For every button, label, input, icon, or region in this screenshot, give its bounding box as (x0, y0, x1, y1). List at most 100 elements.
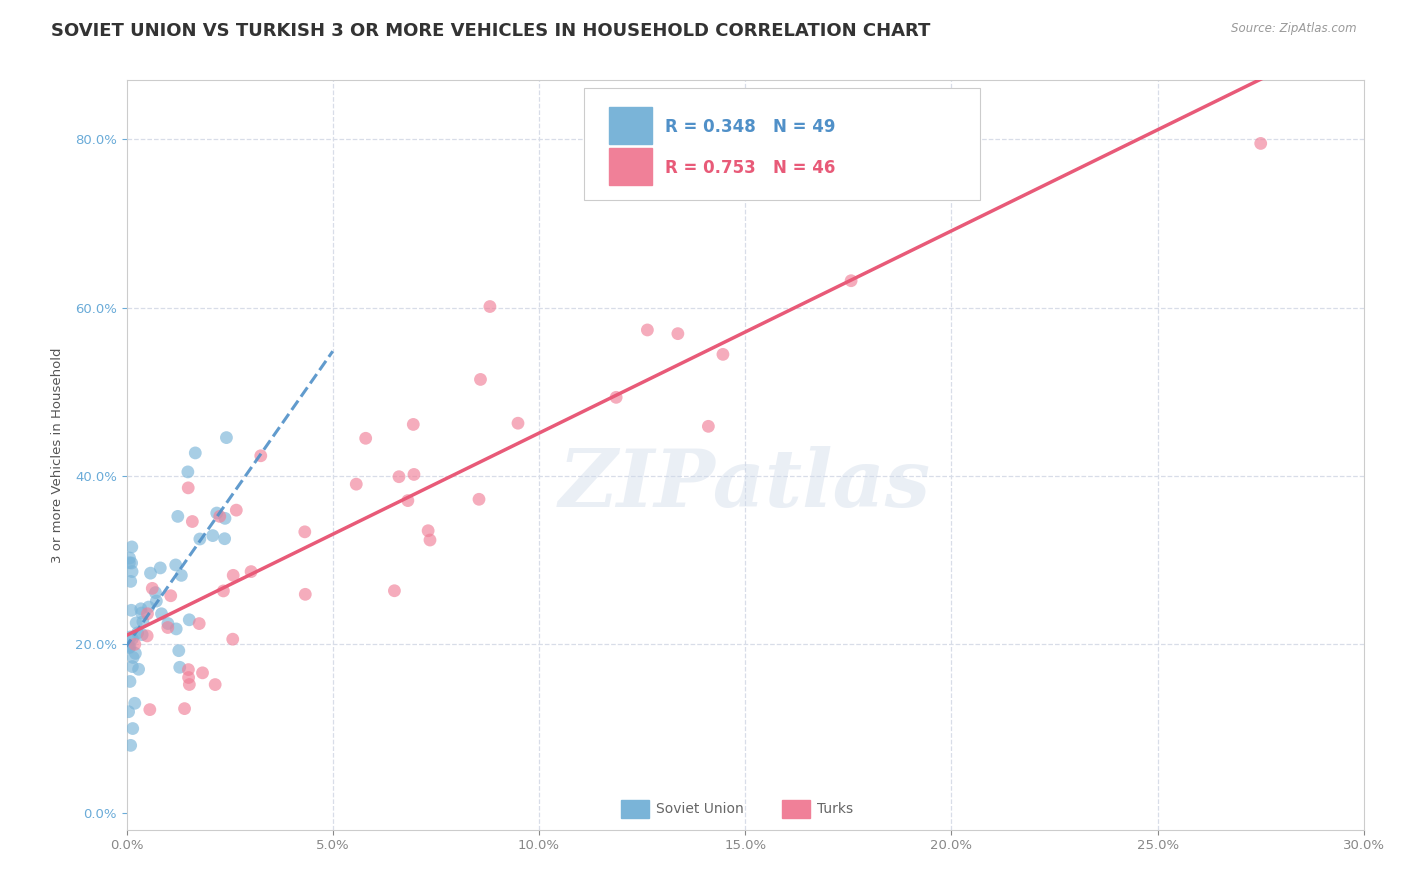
Point (124, 696, 146, 710)
Point (396, 493, 419, 508)
Point (839, 274, 862, 288)
Text: SOVIET UNION VS TURKISH 3 OR MORE VEHICLES IN HOUSEHOLD CORRELATION CHART: SOVIET UNION VS TURKISH 3 OR MORE VEHICL… (51, 22, 929, 40)
Point (402, 417, 425, 432)
Point (388, 469, 411, 483)
Point (179, 613, 201, 627)
Point (118, 674, 141, 689)
Point (711, 347, 734, 361)
Point (118, 640, 141, 655)
Point (149, 561, 172, 575)
Point (121, 632, 143, 646)
Point (419, 533, 441, 547)
Bar (782, 799, 810, 818)
Text: Turks: Turks (817, 802, 853, 816)
Point (205, 506, 228, 520)
Point (506, 416, 529, 430)
Point (156, 616, 179, 631)
Point (120, 574, 142, 589)
Point (118, 551, 141, 566)
Point (150, 607, 173, 621)
Point (131, 606, 153, 620)
Point (141, 582, 163, 596)
Point (121, 659, 143, 673)
Point (1250, 136, 1272, 151)
Point (204, 677, 226, 691)
Point (181, 515, 204, 529)
Point (177, 671, 200, 685)
Point (117, 639, 139, 653)
Point (188, 616, 211, 631)
Point (124, 646, 146, 660)
Point (125, 615, 148, 630)
Point (249, 449, 271, 463)
Point (240, 565, 263, 579)
Text: R = 0.753   N = 46: R = 0.753 N = 46 (665, 159, 835, 177)
Point (117, 705, 139, 719)
Point (208, 509, 231, 524)
Point (127, 625, 149, 640)
Point (478, 300, 501, 314)
Text: R = 0.348   N = 49: R = 0.348 N = 49 (665, 118, 835, 136)
Point (294, 524, 316, 539)
Point (120, 630, 142, 644)
Point (138, 600, 160, 615)
Point (177, 465, 200, 479)
Point (188, 532, 211, 546)
Point (167, 643, 190, 657)
Point (121, 565, 143, 579)
Point (418, 524, 440, 538)
Point (139, 703, 162, 717)
Text: Soviet Union: Soviet Union (657, 802, 744, 816)
Point (468, 492, 491, 507)
Text: ZIPatlas: ZIPatlas (560, 446, 931, 524)
Y-axis label: 3 or more Vehicles in Household: 3 or more Vehicles in Household (51, 347, 63, 563)
Point (118, 556, 141, 570)
Point (470, 372, 492, 386)
Point (225, 503, 247, 517)
Point (666, 326, 689, 341)
Point (177, 481, 200, 495)
Point (173, 701, 195, 715)
Point (201, 528, 224, 542)
Bar (609, 148, 652, 186)
Point (214, 511, 236, 525)
Point (129, 602, 152, 616)
Point (120, 603, 142, 617)
Point (136, 629, 159, 643)
Text: Source: ZipAtlas.com: Source: ZipAtlas.com (1232, 22, 1357, 36)
Point (177, 663, 200, 677)
Point (179, 677, 201, 691)
Point (165, 558, 187, 572)
Point (697, 419, 720, 434)
Point (145, 585, 167, 599)
Point (118, 640, 141, 654)
Bar (621, 799, 648, 818)
Point (132, 615, 155, 629)
FancyBboxPatch shape (585, 87, 980, 200)
Point (120, 739, 142, 753)
Point (124, 637, 146, 651)
Bar (609, 106, 652, 144)
Point (165, 622, 187, 636)
Point (212, 583, 235, 598)
Point (121, 540, 143, 554)
Point (170, 568, 193, 582)
Point (215, 431, 238, 445)
Point (222, 632, 245, 647)
Point (294, 587, 316, 601)
Point (636, 323, 658, 337)
Point (156, 620, 179, 634)
Point (136, 607, 159, 621)
Point (344, 477, 367, 491)
Point (121, 722, 143, 736)
Point (145, 594, 167, 608)
Point (128, 662, 150, 676)
Point (384, 583, 406, 598)
Point (222, 568, 245, 582)
Point (139, 566, 162, 581)
Point (214, 532, 236, 546)
Point (191, 665, 214, 680)
Point (402, 467, 425, 482)
Point (122, 650, 145, 665)
Point (354, 431, 377, 445)
